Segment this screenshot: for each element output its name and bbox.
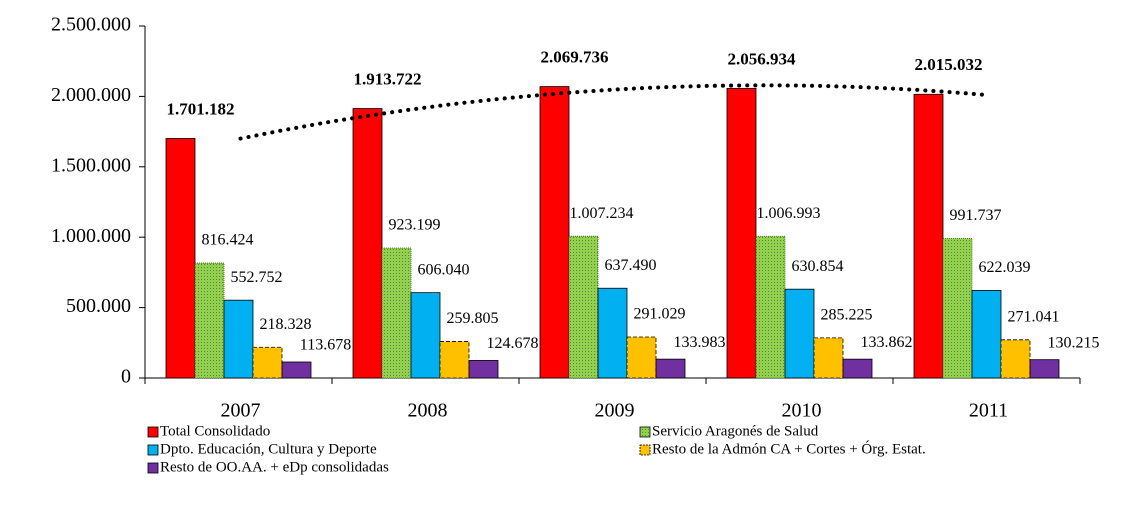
legend-label: Resto de OO.AA. + eDp consolidadas [160, 459, 389, 475]
value-label: 1.701.182 [167, 99, 235, 118]
value-label: 2.015.032 [915, 55, 983, 74]
legend-swatch [147, 426, 159, 438]
value-label: 1.007.234 [570, 205, 634, 222]
bar [165, 138, 196, 379]
value-label: 1.006.993 [757, 205, 821, 222]
value-label: 130.215 [1048, 334, 1100, 351]
bar [1000, 339, 1031, 379]
x-tick-label: 2011 [969, 400, 1008, 422]
x-tick-label: 2007 [221, 400, 261, 422]
x-tick-label: 2009 [595, 400, 635, 422]
legend-swatch [147, 444, 159, 456]
legend-label: Resto de la Admón CA + Cortes + Órg. Est… [652, 440, 926, 457]
bar [942, 237, 973, 379]
bar [194, 262, 225, 379]
bar [913, 93, 944, 379]
bar [223, 299, 254, 379]
bar [784, 288, 815, 379]
value-label: 2.056.934 [728, 49, 797, 68]
value-label: 133.983 [674, 334, 726, 351]
legend-swatch [147, 462, 159, 474]
value-label: 291.029 [634, 306, 686, 323]
legend-swatch [639, 444, 651, 456]
bar [410, 292, 441, 379]
value-label: 991.737 [950, 207, 1002, 224]
x-tick-label: 2008 [408, 400, 448, 422]
value-label: 124.678 [487, 335, 539, 352]
bar [597, 287, 628, 379]
value-label: 606.040 [418, 261, 470, 278]
value-label: 113.678 [300, 337, 351, 354]
value-label: 259.805 [447, 310, 499, 327]
value-label: 271.041 [1008, 309, 1060, 326]
value-label: 816.424 [202, 232, 254, 249]
value-label: 923.199 [389, 217, 441, 234]
y-tick-label: 500.000 [66, 295, 131, 317]
bar [655, 358, 686, 379]
legend-label: Total Consolidado [160, 423, 270, 439]
value-label: 552.752 [231, 269, 283, 286]
value-label: 218.328 [260, 316, 312, 333]
bar [813, 337, 844, 379]
y-tick-label: 1.000.000 [51, 225, 131, 247]
x-tick-label: 2010 [782, 400, 822, 422]
y-tick-label: 2.500.000 [51, 14, 131, 36]
legend-label: Dpto. Educación, Cultura y Deporte [160, 441, 377, 457]
bar [568, 235, 599, 379]
bar [626, 336, 657, 379]
bar [726, 87, 757, 379]
bar [468, 360, 499, 379]
bar [352, 108, 383, 379]
bar [439, 341, 470, 379]
value-label: 2.069.736 [541, 47, 609, 66]
value-label: 630.854 [792, 258, 844, 275]
value-label: 622.039 [979, 259, 1031, 276]
value-label: 133.862 [861, 334, 913, 351]
value-label: 1.913.722 [354, 69, 422, 88]
bar [539, 86, 570, 379]
bar [1029, 359, 1060, 379]
legend-label: Servicio Aragonés de Salud [652, 423, 819, 439]
y-tick-label: 1.500.000 [51, 154, 131, 176]
bar [842, 358, 873, 379]
y-tick-label: 0 [121, 366, 131, 388]
bar [971, 290, 1002, 379]
legend-swatch [639, 426, 651, 438]
value-label: 637.490 [605, 257, 657, 274]
value-label: 285.225 [821, 307, 873, 324]
bar [252, 346, 283, 379]
y-tick-label: 2.000.000 [51, 84, 131, 106]
bar [281, 361, 312, 379]
bar [755, 235, 786, 379]
bar [381, 247, 412, 379]
